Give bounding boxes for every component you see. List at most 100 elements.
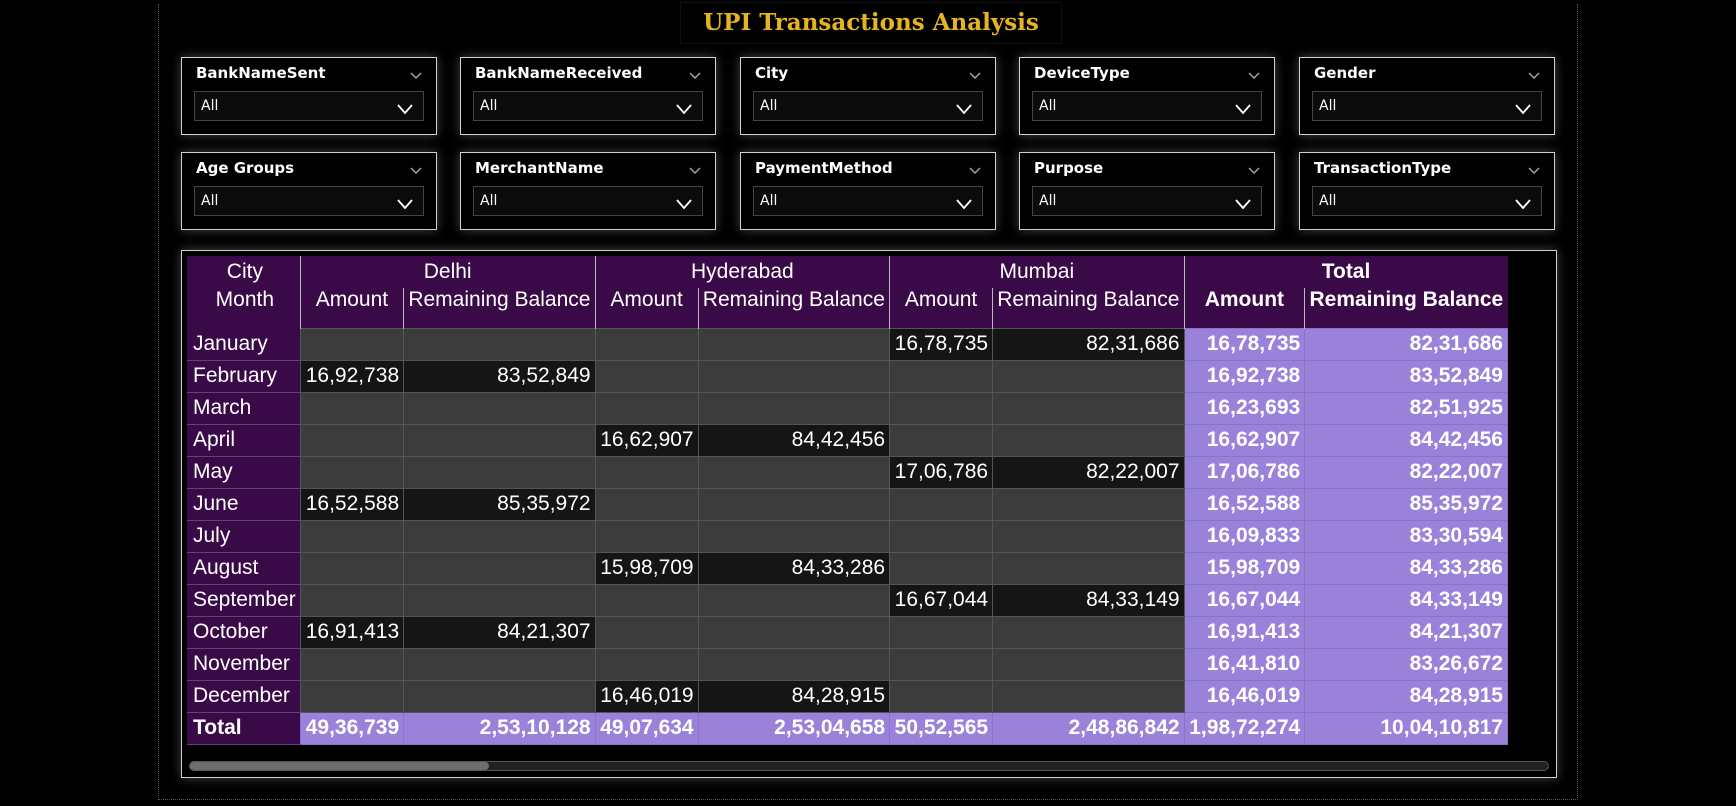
table-cell[interactable] [992, 423, 1185, 457]
row-label-month[interactable]: November [187, 648, 301, 681]
table-row[interactable]: January 16,78,735 82,31,686 16,78,735 82,31,… [187, 327, 1508, 361]
table-cell[interactable] [594, 519, 699, 553]
table-cell[interactable] [697, 455, 891, 489]
table-cell[interactable] [299, 519, 405, 553]
table-cell[interactable]: 85,35,972 [403, 487, 596, 521]
table-cell[interactable] [697, 327, 891, 361]
table-cell[interactable]: 84,33,149 [992, 583, 1185, 617]
table-cell[interactable] [594, 327, 699, 361]
total-amount-cell[interactable]: 16,92,738 [1183, 359, 1306, 393]
table-cell[interactable] [992, 679, 1185, 713]
subheader-total-remaining-balance[interactable]: Remaining Balance [1304, 288, 1508, 328]
table-cell[interactable] [594, 583, 699, 617]
table-cell[interactable] [697, 615, 891, 649]
table-cell[interactable] [697, 519, 891, 553]
table-cell[interactable]: 16,46,019 [594, 679, 699, 713]
total-remaining-cell[interactable]: 84,21,307 [1304, 615, 1508, 649]
table-cell[interactable] [889, 551, 994, 585]
table-cell[interactable] [403, 327, 596, 361]
table-cell[interactable] [403, 423, 596, 457]
table-cell[interactable] [403, 519, 596, 553]
row-label-month[interactable]: May [187, 456, 301, 489]
table-cell[interactable] [697, 487, 891, 521]
table-cell[interactable] [697, 583, 891, 617]
slicer-dropdown[interactable]: All [1312, 91, 1542, 121]
table-row[interactable]: February 16,92,738 83,52,849 16,92,738 83,52… [187, 359, 1508, 393]
total-amount-cell[interactable]: 16,62,907 [1183, 423, 1306, 457]
table-cell[interactable] [992, 359, 1185, 393]
total-amount-cell[interactable]: 16,91,413 [1183, 615, 1306, 649]
table-cell[interactable] [594, 615, 699, 649]
table-row[interactable]: December 16,46,019 84,28,915 16,46,019 84,28… [187, 679, 1508, 713]
table-cell[interactable] [403, 551, 596, 585]
column-header-hyderabad[interactable]: Hyderabad [594, 256, 890, 288]
collapse-chevron-icon[interactable] [1248, 66, 1260, 79]
row-label-month[interactable]: February [187, 360, 301, 393]
table-cell[interactable] [594, 647, 699, 681]
table-cell[interactable] [992, 519, 1185, 553]
collapse-chevron-icon[interactable] [1248, 161, 1260, 174]
total-amount-cell[interactable]: 16,78,735 [1183, 327, 1306, 361]
subheader-amount[interactable]: Amount [299, 288, 404, 328]
table-cell[interactable] [889, 423, 994, 457]
slicer-dropdown[interactable]: All [473, 91, 703, 121]
table-cell[interactable]: 82,22,007 [992, 455, 1185, 489]
total-amount-cell[interactable]: 16,67,044 [1183, 583, 1306, 617]
subheader-remaining-balance[interactable]: Remaining Balance [697, 288, 890, 328]
slicer-dropdown[interactable]: All [194, 91, 424, 121]
total-remaining-cell[interactable]: 84,33,149 [1304, 583, 1508, 617]
table-cell[interactable] [889, 615, 994, 649]
table-cell[interactable] [299, 583, 405, 617]
table-row[interactable]: August 15,98,709 84,33,286 15,98,709 84,33,2… [187, 551, 1508, 585]
slicer-dropdown[interactable]: All [1032, 186, 1262, 216]
subheader-remaining-balance[interactable]: Remaining Balance [992, 288, 1185, 328]
total-amount-cell[interactable]: 15,98,709 [1183, 551, 1306, 585]
table-cell[interactable] [889, 679, 994, 713]
totals-cell[interactable]: 2,53,10,128 [403, 711, 596, 745]
table-cell[interactable]: 17,06,786 [889, 455, 994, 489]
table-cell[interactable] [992, 487, 1185, 521]
table-row[interactable]: July 16,09,833 83,30,594 [187, 519, 1508, 553]
row-label-month[interactable]: December [187, 680, 301, 713]
table-cell[interactable] [299, 423, 405, 457]
row-label-month[interactable]: March [187, 392, 301, 425]
totals-cell[interactable]: 50,52,565 [889, 711, 994, 745]
grand-total-amount[interactable]: 1,98,72,274 [1183, 711, 1306, 745]
totals-row[interactable]: Total 49,36,739 2,53,10,128 49,07,634 2,53,0… [187, 711, 1508, 745]
total-remaining-cell[interactable]: 83,30,594 [1304, 519, 1508, 553]
total-amount-cell[interactable]: 16,46,019 [1183, 679, 1306, 713]
total-amount-cell[interactable]: 16,23,693 [1183, 391, 1306, 425]
table-cell[interactable]: 84,33,286 [697, 551, 891, 585]
collapse-chevron-icon[interactable] [1528, 161, 1540, 174]
total-remaining-cell[interactable]: 84,33,286 [1304, 551, 1508, 585]
column-header-total[interactable]: Total [1183, 256, 1508, 288]
table-cell[interactable] [299, 551, 405, 585]
table-cell[interactable] [697, 391, 891, 425]
slicer-dropdown[interactable]: All [1312, 186, 1542, 216]
row-label-month[interactable]: September [187, 584, 301, 617]
table-cell[interactable]: 16,92,738 [299, 359, 405, 393]
table-cell[interactable] [403, 679, 596, 713]
total-amount-cell[interactable]: 17,06,786 [1183, 455, 1306, 489]
total-remaining-cell[interactable]: 84,42,456 [1304, 423, 1508, 457]
collapse-chevron-icon[interactable] [689, 66, 701, 79]
table-cell[interactable]: 15,98,709 [594, 551, 699, 585]
table-cell[interactable] [403, 647, 596, 681]
table-cell[interactable] [992, 391, 1185, 425]
collapse-chevron-icon[interactable] [410, 161, 422, 174]
table-cell[interactable]: 16,67,044 [889, 583, 994, 617]
row-label-month[interactable]: August [187, 552, 301, 585]
total-remaining-cell[interactable]: 84,28,915 [1304, 679, 1508, 713]
slicer-dropdown[interactable]: All [1032, 91, 1262, 121]
table-cell[interactable]: 84,42,456 [697, 423, 891, 457]
slicer-dropdown[interactable]: All [753, 186, 983, 216]
table-cell[interactable] [299, 455, 405, 489]
total-remaining-cell[interactable]: 82,31,686 [1304, 327, 1508, 361]
total-remaining-cell[interactable]: 82,22,007 [1304, 455, 1508, 489]
table-cell[interactable] [889, 519, 994, 553]
subheader-remaining-balance[interactable]: Remaining Balance [403, 288, 596, 328]
column-header-mumbai[interactable]: Mumbai [889, 256, 1185, 288]
table-cell[interactable] [299, 679, 405, 713]
column-header-delhi[interactable]: Delhi [299, 256, 596, 288]
table-cell[interactable] [992, 615, 1185, 649]
